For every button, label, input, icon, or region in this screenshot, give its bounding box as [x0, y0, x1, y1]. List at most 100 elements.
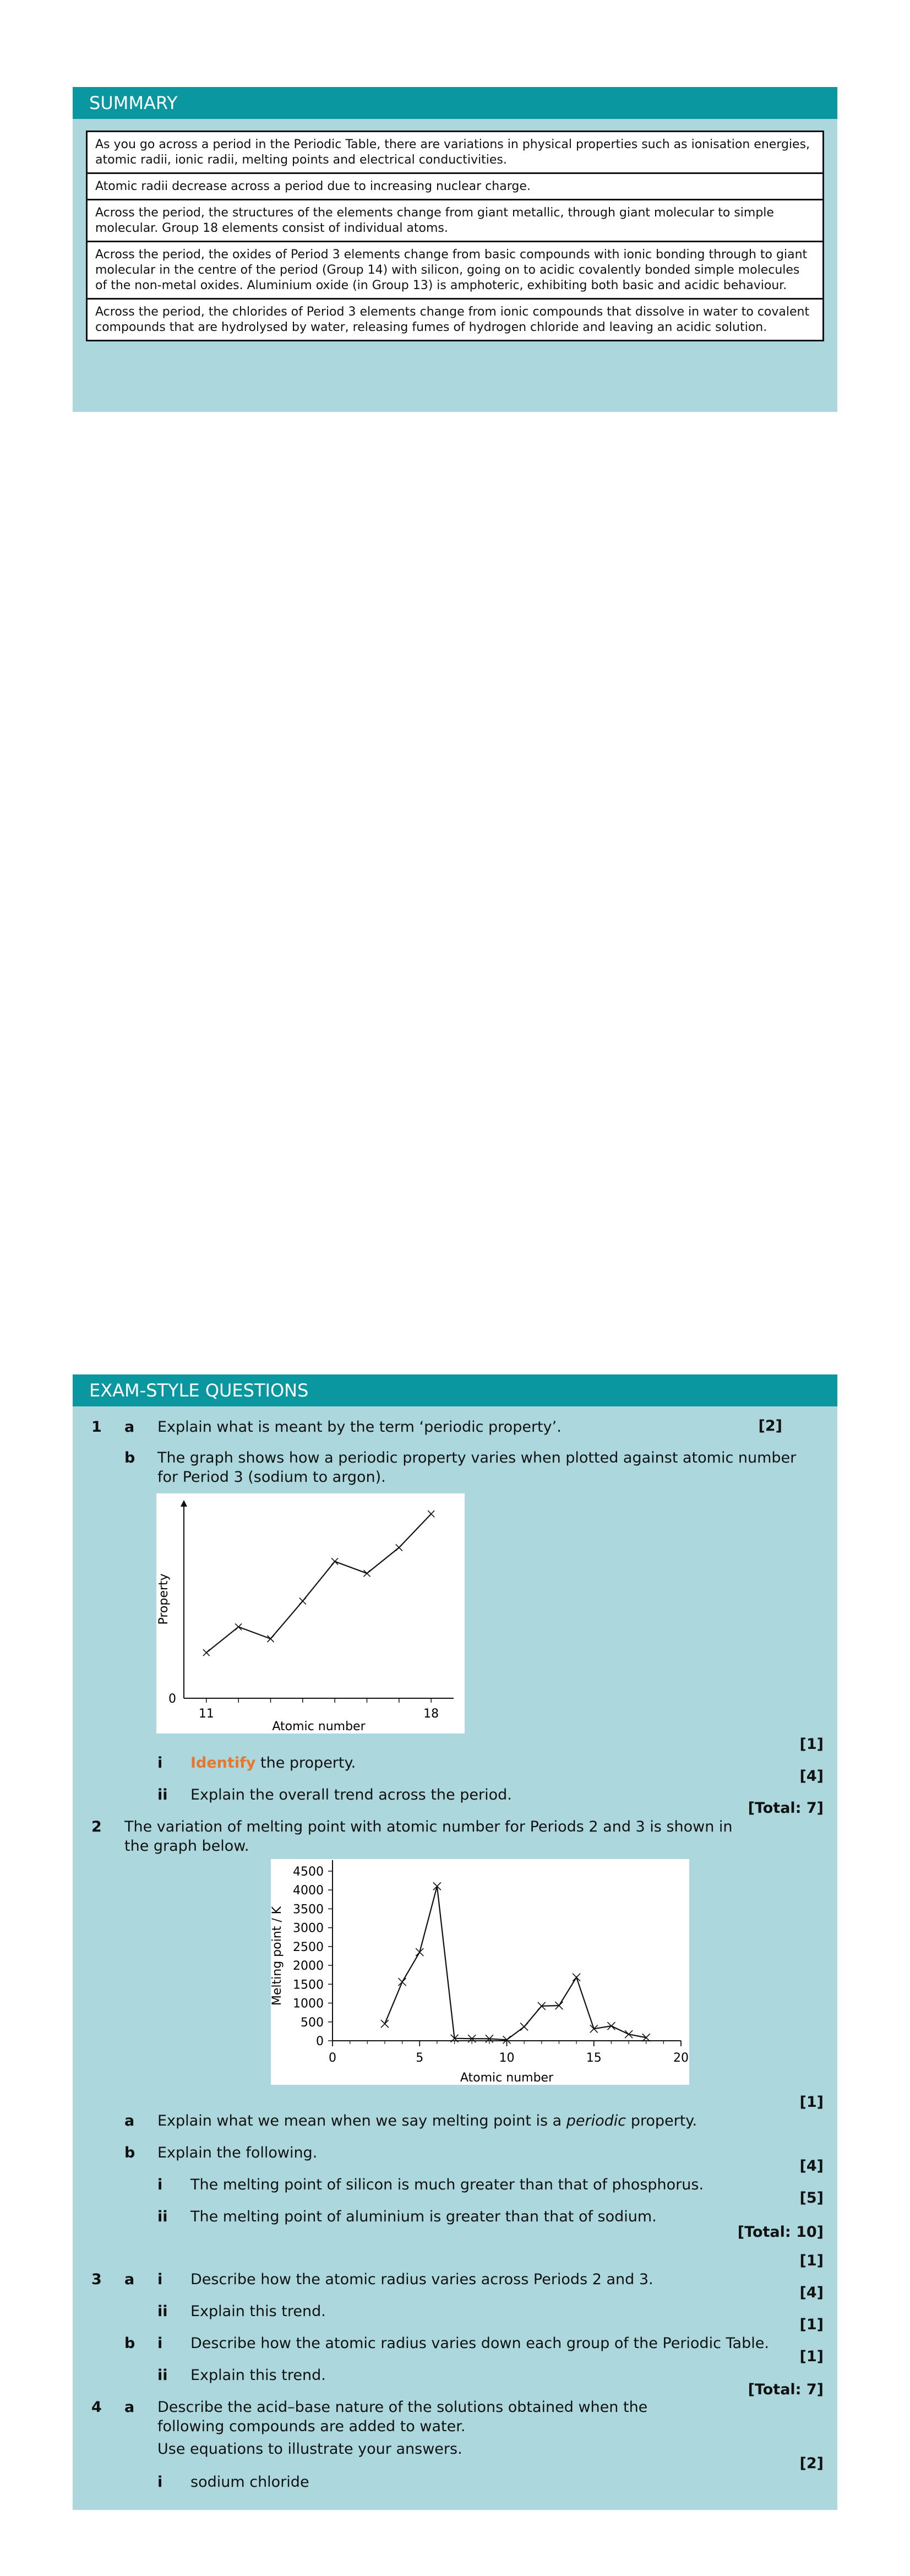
q2-a-text: Explain what we mean when we say melting…	[157, 2111, 697, 2131]
x-axis-label: Atomic number	[460, 2071, 554, 2085]
q1-b-i-label: i	[157, 1754, 163, 1771]
q2-a-text-2: property.	[626, 2112, 698, 2129]
data-point	[642, 2033, 651, 2042]
q2-b-i-text: The melting point of silicon is much gre…	[190, 2176, 704, 2193]
data-point	[395, 1544, 403, 1551]
q2-a-mark: [1]	[799, 2094, 824, 2111]
q3-b-i-text: Describe how the atomic radius varies do…	[190, 2335, 769, 2352]
q1-number: 1	[91, 1419, 102, 1436]
q3-a-ii-text: Explain this trend.	[190, 2303, 326, 2320]
q2-text: The variation of melting point with atom…	[124, 1818, 733, 1855]
data-point	[607, 2021, 615, 2030]
data-point	[450, 2034, 459, 2043]
q1-b-i-mark: [1]	[799, 1736, 824, 1753]
data-point	[363, 1569, 371, 1577]
q1-b-ii-mark: [4]	[799, 1768, 824, 1785]
q1-b-text: The graph shows how a periodic property …	[157, 1449, 797, 1486]
melting-point-line	[384, 1886, 646, 2041]
x-tick-label: 10	[499, 2051, 515, 2065]
q2-a-text-1: Explain what we mean when we say melting…	[157, 2112, 566, 2129]
data-point	[520, 2023, 528, 2031]
exam-title: EXAM-STYLE QUESTIONS	[73, 1374, 837, 1406]
x-tick-label: 5	[416, 2051, 423, 2065]
data-point	[433, 1882, 442, 1890]
summary-item: Across the period, the chlorides of Peri…	[86, 298, 824, 341]
y-axis-label: Property	[157, 1573, 171, 1624]
q1-a-label: a	[124, 1419, 135, 1436]
data-point	[331, 1558, 339, 1566]
data-point	[235, 1623, 242, 1631]
x-tick-label: 18	[423, 1707, 439, 1721]
q2-b-i-mark: [4]	[799, 2157, 824, 2175]
q4-i-mark: [2]	[799, 2455, 824, 2472]
y-axis-arrow	[181, 1500, 187, 1507]
q2-b-ii-text: The melting point of aluminium is greate…	[190, 2208, 657, 2225]
q4-a-text: Describe the acid–base nature of the sol…	[157, 2399, 648, 2435]
data-point	[203, 1649, 210, 1656]
data-point	[590, 2024, 598, 2033]
property-chart-svg: 11 18 0 Atomic number Property	[157, 1500, 454, 1733]
q2-a-text-em: periodic	[566, 2112, 626, 2129]
data-point	[380, 2019, 389, 2028]
data-point	[299, 1597, 307, 1605]
summary-panel: SUMMARY As you go across a period in the…	[73, 87, 837, 412]
q3-a-label: a	[124, 2271, 135, 2288]
property-chart: 11 18 0 Atomic number Property	[156, 1493, 465, 1733]
data-point	[554, 2001, 564, 2010]
y-tick-label: 1000	[293, 1997, 324, 2011]
q3-a-i-mark: [1]	[799, 2252, 824, 2269]
q4-i-text: sodium chloride	[190, 2474, 309, 2491]
q2-total: [Total: 10]	[737, 2224, 824, 2241]
q2-b-ii-label: ii	[157, 2208, 168, 2225]
data-point	[427, 1510, 435, 1518]
q3-b-ii-mark: [1]	[799, 2348, 824, 2365]
y-tick-label: 500	[301, 2016, 324, 2030]
y-tick-label: 3000	[293, 1922, 324, 1936]
q1-b-ii-text: Explain the overall trend across the per…	[190, 1786, 512, 1803]
y-tick-label: 0	[168, 1692, 176, 1706]
data-point	[572, 1973, 581, 1982]
y-tick-label: 4000	[293, 1884, 324, 1898]
summary-item: Atomic radii decrease across a period du…	[86, 172, 824, 200]
q2-b-text: Explain the following.	[157, 2144, 318, 2161]
x-axis-label: Atomic number	[272, 1720, 366, 1733]
summary-item: Across the period, the structures of the…	[86, 199, 824, 242]
q3-number: 3	[91, 2271, 102, 2288]
q1-b-ii-label: ii	[157, 1786, 168, 1803]
q3-b-ii-text: Explain this trend.	[190, 2367, 326, 2384]
data-point	[485, 2034, 494, 2043]
y-tick-label: 4500	[293, 1865, 324, 1879]
data-point	[502, 2035, 511, 2044]
q4-i-label: i	[157, 2474, 163, 2491]
q4-a-text2: Use equations to illustrate your answers…	[157, 2441, 462, 2458]
melting-point-chart-svg: 0 500 1000 1500 2000 2500 3000 3500 4000 4500 0 5 10…	[270, 1860, 689, 2085]
q3-b-ii-label: ii	[157, 2367, 168, 2384]
summary-list: As you go across a period in the Periodi…	[86, 131, 824, 341]
q4-number: 4	[91, 2399, 102, 2416]
q3-a-i-text: Describe how the atomic radius varies ac…	[190, 2271, 653, 2288]
q2-number: 2	[91, 1818, 102, 1835]
q2-b-i-label: i	[157, 2176, 163, 2193]
q1-b-i-rest: the property.	[255, 1754, 356, 1771]
q1-total: [Total: 7]	[748, 1800, 824, 1817]
summary-title: SUMMARY	[73, 87, 837, 119]
data-point	[537, 2002, 546, 2010]
q1-b-label: b	[124, 1449, 135, 1466]
q1-b-i-text: Identify the property.	[190, 1753, 356, 1773]
q3-a-ii-label: ii	[157, 2303, 168, 2320]
melting-point-chart: 0 500 1000 1500 2000 2500 3000 3500 4000 4500 0 5 10…	[270, 1859, 689, 2085]
y-tick-label: 1500	[293, 1978, 324, 1992]
q2-b-label: b	[124, 2144, 135, 2161]
x-tick-label: 15	[586, 2051, 602, 2065]
q3-a-i-label: i	[157, 2271, 163, 2288]
data-point	[624, 2030, 633, 2039]
data-point	[398, 1977, 407, 1986]
q3-b-i-mark: [1]	[799, 2316, 824, 2333]
y-tick-label: 2000	[293, 1959, 324, 1973]
property-line	[206, 1513, 432, 1654]
x-tick-label: 0	[329, 2051, 336, 2065]
x-tick-label: 11	[199, 1707, 214, 1721]
data-point	[266, 1635, 275, 1643]
y-axis-label: Melting point / K	[271, 1906, 284, 2006]
x-tick-label: 20	[673, 2051, 689, 2065]
